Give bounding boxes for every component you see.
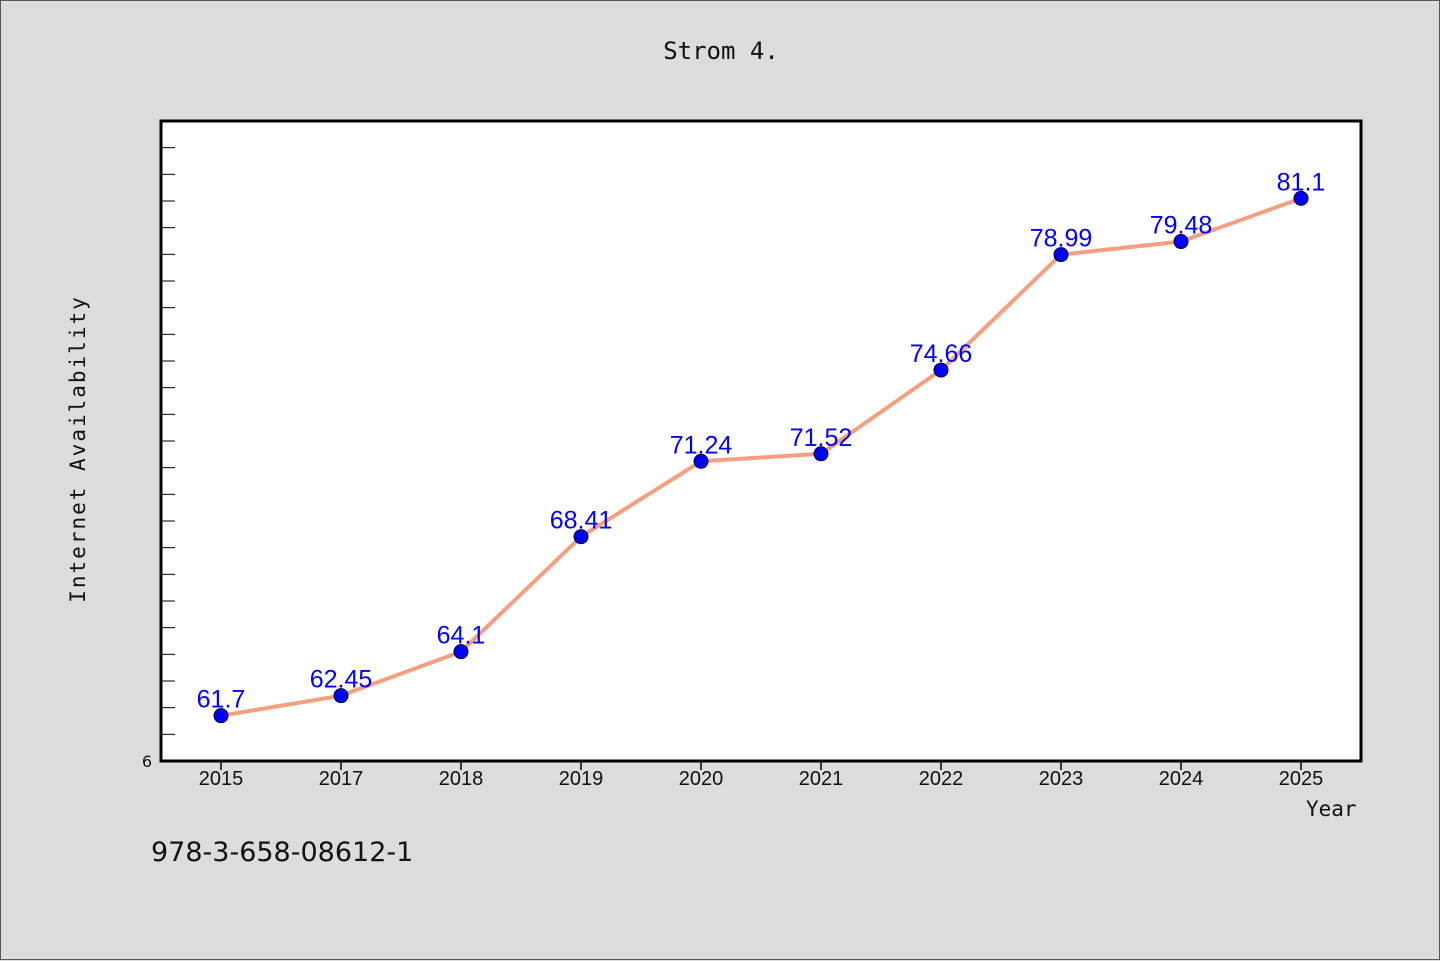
x-tick-label: 2015 (199, 768, 244, 790)
y-tick-label: 6 (142, 752, 152, 771)
data-label: 71.52 (790, 424, 853, 452)
x-tick-label: 2017 (319, 768, 364, 790)
data-label: 78.99 (1030, 225, 1093, 253)
data-label: 64.1 (437, 622, 486, 650)
data-point (933, 362, 949, 378)
data-point (453, 644, 469, 660)
data-point (813, 446, 829, 462)
data-point (1053, 247, 1069, 263)
plot-area (159, 119, 1363, 763)
x-tick-label: 2024 (1159, 768, 1204, 790)
chart-title: Strom 4. (663, 37, 779, 65)
x-axis-label: Year (1306, 797, 1357, 821)
x-tick-label: 2021 (799, 768, 844, 790)
data-label: 81.1 (1277, 168, 1326, 196)
series-line (220, 196, 1302, 718)
data-point (693, 453, 709, 469)
data-label: 62.45 (310, 666, 373, 694)
data-label: 79.48 (1150, 212, 1213, 240)
x-tick-label: 2018 (439, 768, 484, 790)
data-point (333, 688, 349, 704)
x-tick-label: 2023 (1039, 768, 1084, 790)
data-point (1173, 234, 1189, 250)
data-point (213, 708, 229, 724)
x-tick-label: 2022 (919, 768, 964, 790)
x-tick-label: 2020 (679, 768, 724, 790)
data-label: 71.24 (670, 431, 733, 459)
footer-code: 978-3-658-08612-1 (151, 837, 414, 868)
data-point (573, 529, 589, 545)
data-label: 68.41 (550, 507, 613, 535)
x-tick-label: 2019 (559, 768, 604, 790)
data-label: 61.7 (197, 686, 246, 714)
x-tick-label: 2025 (1279, 768, 1324, 790)
data-point (1293, 190, 1309, 206)
data-label: 74.66 (910, 340, 973, 368)
